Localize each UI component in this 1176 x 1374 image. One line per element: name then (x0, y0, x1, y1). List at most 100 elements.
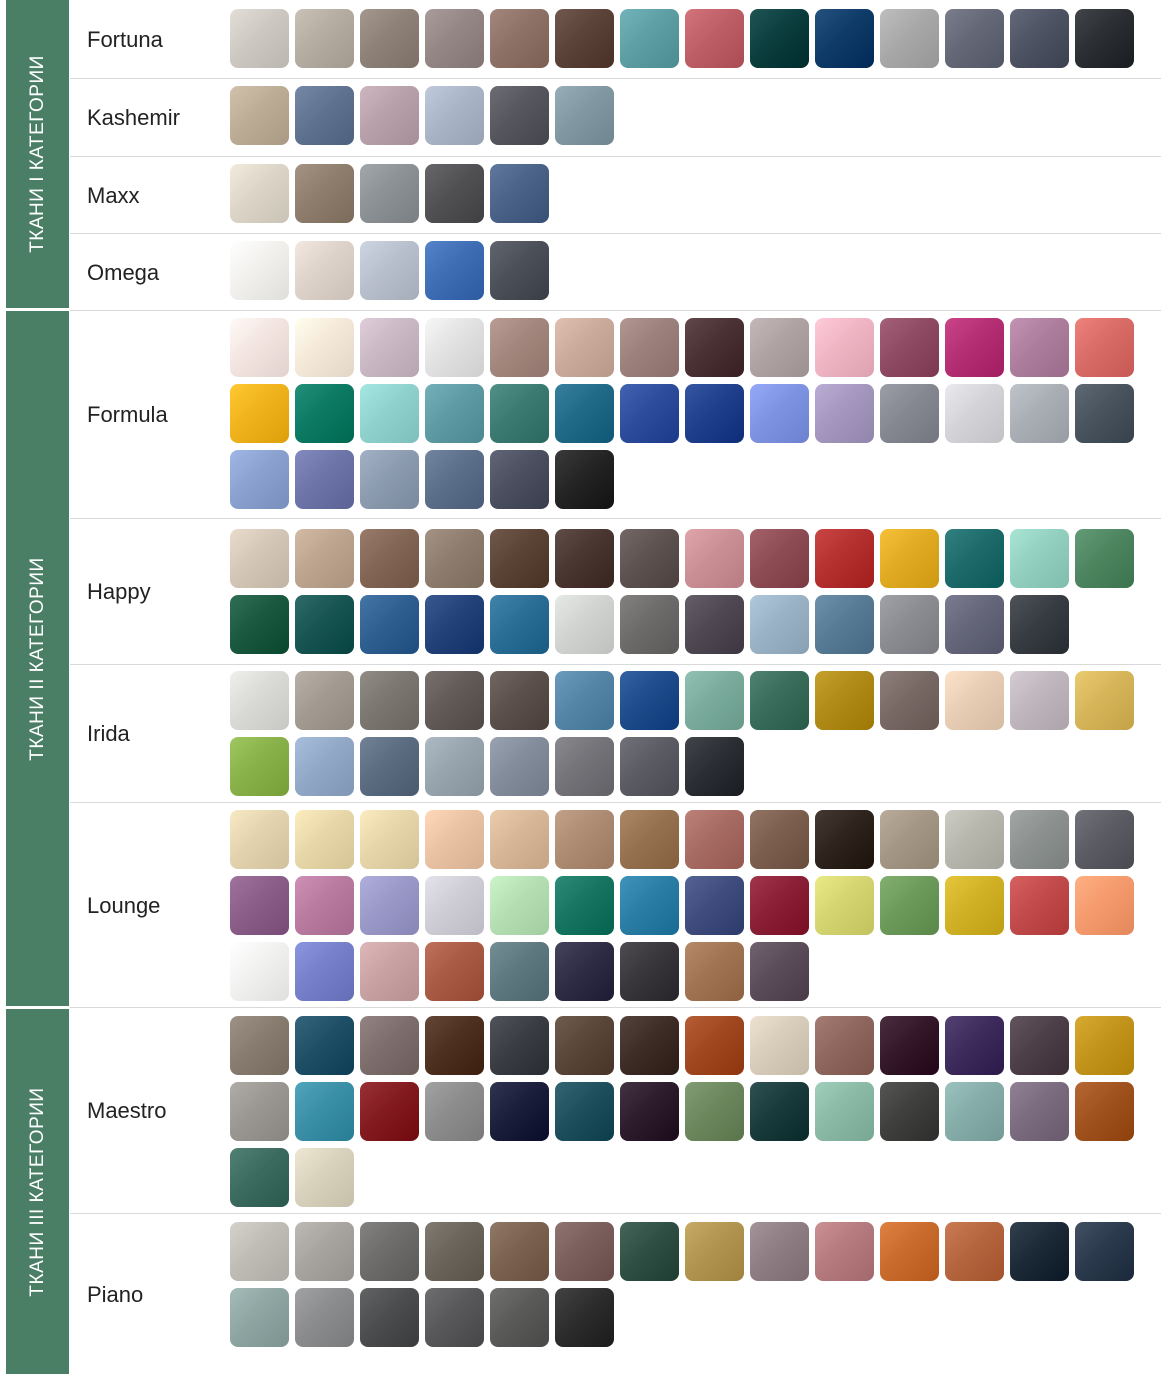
fabric-swatch[interactable] (555, 671, 614, 730)
fabric-swatch[interactable] (880, 810, 939, 869)
fabric-swatch[interactable] (230, 9, 289, 68)
fabric-swatch[interactable] (620, 876, 679, 935)
fabric-swatch[interactable] (945, 1082, 1004, 1141)
fabric-swatch[interactable] (750, 1222, 809, 1281)
fabric-swatch[interactable] (425, 318, 484, 377)
fabric-swatch[interactable] (555, 810, 614, 869)
fabric-swatch[interactable] (490, 942, 549, 1001)
fabric-swatch[interactable] (815, 318, 874, 377)
fabric-swatch[interactable] (685, 1082, 744, 1141)
fabric-swatch[interactable] (230, 1082, 289, 1141)
fabric-swatch[interactable] (685, 942, 744, 1001)
fabric-swatch[interactable] (880, 1222, 939, 1281)
fabric-swatch[interactable] (555, 529, 614, 588)
fabric-swatch[interactable] (360, 1222, 419, 1281)
fabric-swatch[interactable] (1010, 595, 1069, 654)
fabric-swatch[interactable] (425, 942, 484, 1001)
fabric-swatch[interactable] (685, 384, 744, 443)
fabric-swatch[interactable] (1010, 671, 1069, 730)
fabric-swatch[interactable] (750, 671, 809, 730)
fabric-swatch[interactable] (555, 1016, 614, 1075)
fabric-swatch[interactable] (230, 595, 289, 654)
fabric-swatch[interactable] (555, 876, 614, 935)
fabric-swatch[interactable] (1010, 1016, 1069, 1075)
fabric-swatch[interactable] (685, 671, 744, 730)
fabric-swatch[interactable] (360, 810, 419, 869)
fabric-swatch[interactable] (295, 318, 354, 377)
fabric-swatch[interactable] (555, 737, 614, 796)
fabric-swatch[interactable] (685, 810, 744, 869)
fabric-swatch[interactable] (230, 942, 289, 1001)
fabric-swatch[interactable] (1010, 1222, 1069, 1281)
fabric-swatch[interactable] (945, 671, 1004, 730)
fabric-swatch[interactable] (880, 318, 939, 377)
fabric-swatch[interactable] (620, 942, 679, 1001)
fabric-swatch[interactable] (1075, 529, 1134, 588)
fabric-swatch[interactable] (750, 1016, 809, 1075)
fabric-swatch[interactable] (555, 9, 614, 68)
fabric-swatch[interactable] (360, 164, 419, 223)
fabric-swatch[interactable] (945, 384, 1004, 443)
fabric-swatch[interactable] (360, 86, 419, 145)
fabric-swatch[interactable] (880, 1016, 939, 1075)
fabric-swatch[interactable] (750, 529, 809, 588)
fabric-swatch[interactable] (1010, 529, 1069, 588)
fabric-swatch[interactable] (555, 1288, 614, 1347)
fabric-swatch[interactable] (490, 1016, 549, 1075)
fabric-swatch[interactable] (945, 810, 1004, 869)
fabric-swatch[interactable] (425, 164, 484, 223)
fabric-swatch[interactable] (425, 671, 484, 730)
fabric-swatch[interactable] (1010, 318, 1069, 377)
fabric-swatch[interactable] (620, 1082, 679, 1141)
fabric-swatch[interactable] (490, 529, 549, 588)
fabric-swatch[interactable] (880, 529, 939, 588)
fabric-swatch[interactable] (295, 942, 354, 1001)
fabric-swatch[interactable] (1075, 1222, 1134, 1281)
fabric-swatch[interactable] (945, 529, 1004, 588)
fabric-swatch[interactable] (555, 318, 614, 377)
fabric-swatch[interactable] (685, 318, 744, 377)
fabric-swatch[interactable] (945, 595, 1004, 654)
fabric-swatch[interactable] (425, 810, 484, 869)
fabric-swatch[interactable] (1075, 810, 1134, 869)
fabric-swatch[interactable] (490, 450, 549, 509)
fabric-swatch[interactable] (1010, 810, 1069, 869)
fabric-swatch[interactable] (295, 1288, 354, 1347)
fabric-swatch[interactable] (1075, 876, 1134, 935)
fabric-swatch[interactable] (620, 1222, 679, 1281)
fabric-swatch[interactable] (295, 384, 354, 443)
fabric-swatch[interactable] (815, 1082, 874, 1141)
fabric-swatch[interactable] (555, 384, 614, 443)
fabric-swatch[interactable] (425, 9, 484, 68)
fabric-swatch[interactable] (815, 9, 874, 68)
fabric-swatch[interactable] (555, 450, 614, 509)
fabric-swatch[interactable] (620, 810, 679, 869)
fabric-swatch[interactable] (490, 737, 549, 796)
fabric-swatch[interactable] (425, 876, 484, 935)
fabric-swatch[interactable] (1075, 671, 1134, 730)
fabric-swatch[interactable] (360, 241, 419, 300)
fabric-swatch[interactable] (620, 1016, 679, 1075)
fabric-swatch[interactable] (360, 1082, 419, 1141)
fabric-swatch[interactable] (880, 9, 939, 68)
fabric-swatch[interactable] (945, 1016, 1004, 1075)
fabric-swatch[interactable] (685, 9, 744, 68)
fabric-swatch[interactable] (295, 450, 354, 509)
fabric-swatch[interactable] (230, 529, 289, 588)
fabric-swatch[interactable] (620, 671, 679, 730)
fabric-swatch[interactable] (360, 595, 419, 654)
fabric-swatch[interactable] (1075, 1016, 1134, 1075)
fabric-swatch[interactable] (425, 384, 484, 443)
fabric-swatch[interactable] (425, 595, 484, 654)
fabric-swatch[interactable] (490, 9, 549, 68)
fabric-swatch[interactable] (815, 1016, 874, 1075)
fabric-swatch[interactable] (750, 384, 809, 443)
fabric-swatch[interactable] (750, 9, 809, 68)
fabric-swatch[interactable] (555, 942, 614, 1001)
fabric-swatch[interactable] (750, 876, 809, 935)
fabric-swatch[interactable] (1075, 318, 1134, 377)
fabric-swatch[interactable] (490, 1082, 549, 1141)
fabric-swatch[interactable] (815, 595, 874, 654)
fabric-swatch[interactable] (360, 876, 419, 935)
fabric-swatch[interactable] (490, 86, 549, 145)
